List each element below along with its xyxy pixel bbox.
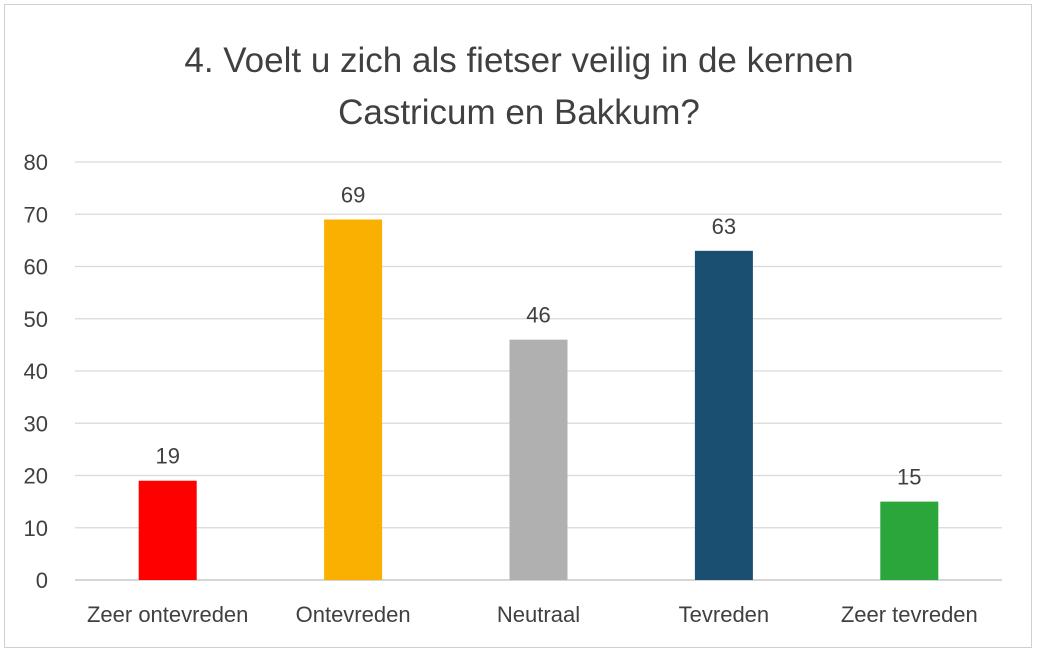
y-tick-label: 60	[24, 255, 48, 280]
bar-neutraal	[509, 339, 568, 580]
x-category-label: Tevreden	[679, 602, 770, 627]
bar-tevreden	[694, 250, 753, 580]
data-label: 63	[712, 214, 736, 239]
chart-title-line-1: 4. Voelt u zich als fietser veilig in de…	[184, 41, 854, 80]
x-category-label: Neutraal	[497, 602, 580, 627]
data-label: 69	[341, 182, 365, 207]
y-tick-label: 80	[24, 150, 48, 175]
x-category-label: Zeer ontevreden	[87, 602, 248, 627]
y-tick-label: 0	[36, 568, 48, 593]
bar-ontevreden	[324, 219, 383, 580]
y-tick-label: 70	[24, 202, 48, 227]
chart-title: 4. Voelt u zich als fietser veilig in de…	[5, 35, 1033, 139]
bar-zeer-tevreden	[880, 501, 939, 580]
y-tick-label: 20	[24, 464, 48, 489]
data-label: 46	[526, 303, 550, 328]
data-label: 19	[155, 444, 179, 469]
y-tick-label: 40	[24, 359, 48, 384]
x-category-label: Ontevreden	[296, 602, 411, 627]
chart-title-line-2: Castricum en Bakkum?	[338, 93, 700, 132]
bar-zeer-ontevreden	[138, 480, 197, 580]
x-category-label: Zeer tevreden	[841, 602, 978, 627]
y-tick-label: 10	[24, 516, 48, 541]
y-tick-label: 50	[24, 307, 48, 332]
y-tick-label: 30	[24, 411, 48, 436]
data-label: 15	[897, 465, 921, 490]
